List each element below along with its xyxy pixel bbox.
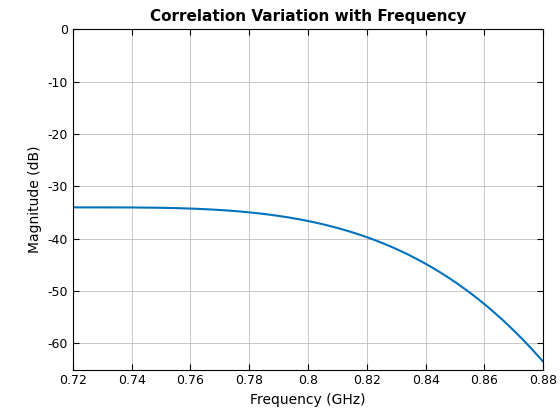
Title: Correlation Variation with Frequency: Correlation Variation with Frequency <box>150 9 466 24</box>
X-axis label: Frequency (GHz): Frequency (GHz) <box>250 393 366 407</box>
Y-axis label: Magnitude (dB): Magnitude (dB) <box>28 146 42 253</box>
